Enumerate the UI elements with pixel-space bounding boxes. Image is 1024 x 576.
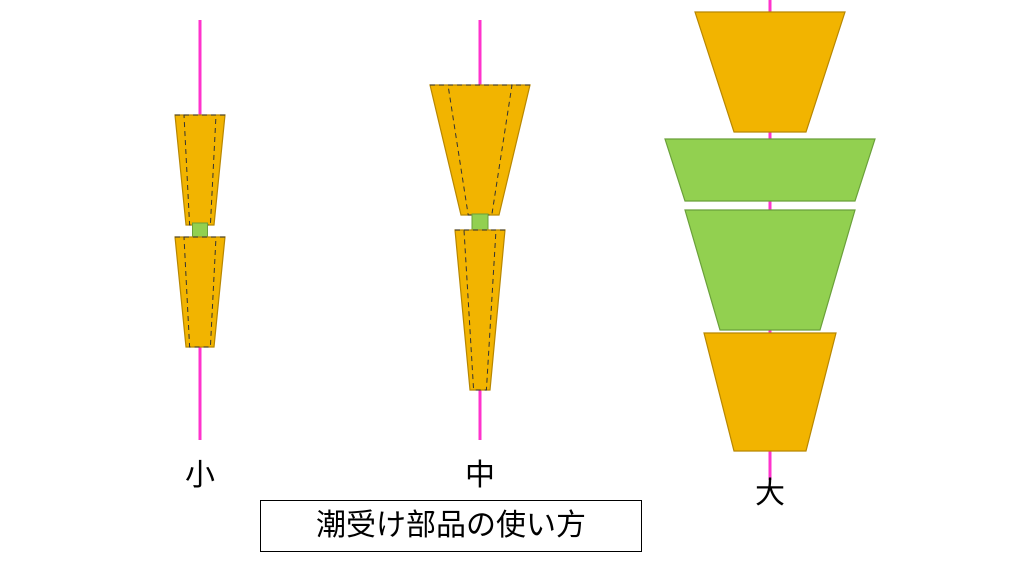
caption-text: 潮受け部品の使い方 xyxy=(316,509,586,542)
label-large: 大 xyxy=(740,468,800,512)
diagram-canvas: 小 中 大 潮受け部品の使い方 xyxy=(0,0,1024,576)
caption-box: 潮受け部品の使い方 xyxy=(260,500,642,552)
